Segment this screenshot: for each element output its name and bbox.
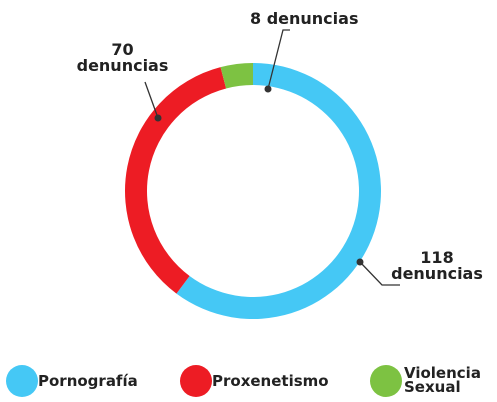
legend-swatch	[180, 365, 212, 397]
donut-segment	[124, 67, 227, 294]
leader-line	[144, 81, 159, 119]
donut-segment	[220, 63, 253, 89]
legend-label: Proxenetismo	[212, 372, 329, 390]
legend-label: Pornografía	[38, 372, 138, 390]
leader-dot	[356, 258, 364, 266]
leader-line	[359, 261, 400, 286]
leader-line	[267, 29, 290, 90]
value-label: 8 denuncias	[250, 9, 359, 28]
value-label: 70 denuncias	[76, 40, 169, 75]
value-label: 118 denuncias	[391, 248, 483, 283]
legend-label: Violencia Sexual	[404, 364, 481, 396]
donut-segment	[176, 63, 381, 320]
legend-swatch	[6, 365, 38, 397]
legend-swatch	[370, 365, 402, 397]
leader-dot	[264, 85, 272, 93]
leader-dot	[154, 114, 162, 122]
